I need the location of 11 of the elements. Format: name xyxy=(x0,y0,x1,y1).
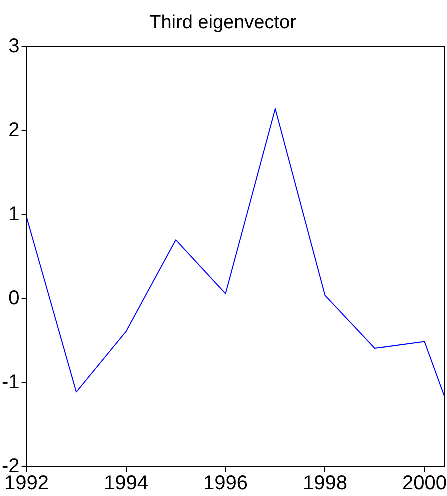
y-tick-label: 1 xyxy=(8,203,20,226)
y-tick-label: 2 xyxy=(8,119,20,142)
y-tick-label: -1 xyxy=(2,371,20,394)
x-tick-label: 1994 xyxy=(104,472,149,495)
x-tick-label: 1996 xyxy=(203,472,248,495)
y-tick-label: 3 xyxy=(8,35,20,58)
x-tick-label: 1992 xyxy=(4,472,50,495)
x-tick-label: 2000 xyxy=(402,472,447,495)
y-tick-label: 0 xyxy=(8,287,20,310)
x-tick-label: 1998 xyxy=(302,472,348,495)
chart-title: Third eigenvector xyxy=(150,12,298,34)
